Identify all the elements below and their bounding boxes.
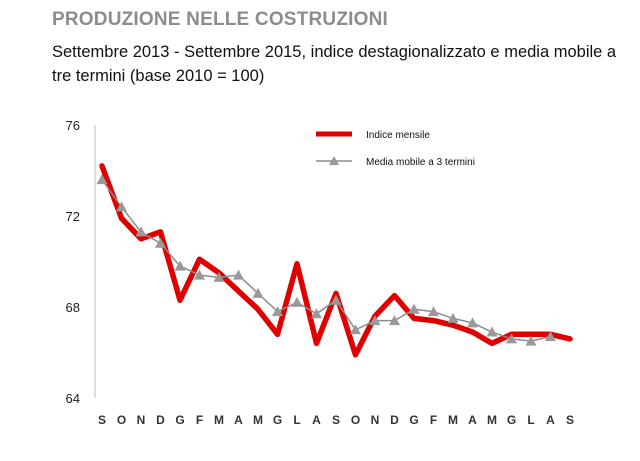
x-tick-label: A: [312, 413, 321, 427]
x-tick-label: L: [527, 413, 534, 427]
x-tick-label: S: [98, 413, 106, 427]
media-mobile-point: [116, 201, 127, 212]
series-line-indice-mensile: [99, 163, 573, 358]
media-mobile-point: [506, 333, 517, 344]
media-mobile-point: [291, 296, 303, 307]
y-tick-label: 72: [66, 209, 80, 224]
x-tick-label: G: [409, 413, 418, 427]
media-mobile-point: [330, 294, 342, 305]
media-mobile-point: [545, 331, 556, 342]
media-mobile-point: [213, 271, 225, 282]
media-mobile-point: [350, 324, 361, 335]
legend: Indice mensile Media mobile a 3 termini: [316, 130, 475, 168]
x-tick-label: O: [351, 413, 360, 427]
y-tick-labels: 64 68 72 76: [66, 118, 80, 406]
x-tick-label: M: [214, 413, 224, 427]
x-tick-label: F: [430, 413, 437, 427]
y-tick-label: 64: [66, 391, 80, 406]
x-tick-label: S: [566, 413, 574, 427]
media-mobile-point: [233, 269, 244, 280]
series-layer: [96, 163, 573, 358]
chart-title: PRODUZIONE NELLE COSTRUZIONI: [52, 9, 388, 30]
y-tick-label: 76: [66, 118, 80, 133]
x-tick-label: N: [371, 413, 380, 427]
media-mobile-point: [155, 237, 166, 248]
media-mobile-point: [389, 315, 400, 326]
media-mobile-point: [369, 315, 381, 326]
media-mobile-point: [525, 335, 537, 346]
media-mobile-point: [96, 174, 108, 185]
x-tick-label: G: [507, 413, 516, 427]
media-mobile-point: [252, 287, 264, 298]
media-mobile-point: [135, 226, 147, 237]
x-tick-label: L: [293, 413, 300, 427]
y-tick-label: 68: [66, 300, 80, 315]
x-tick-label: G: [273, 413, 282, 427]
x-tick-label: M: [487, 413, 497, 427]
x-tick-label: A: [546, 413, 555, 427]
media-mobile-point: [272, 306, 283, 317]
media-mobile-point: [194, 269, 205, 280]
x-tick-label: O: [117, 413, 126, 427]
x-tick-label: S: [332, 413, 340, 427]
x-tick-label: M: [253, 413, 263, 427]
x-tick-label: D: [156, 413, 165, 427]
x-tick-label: A: [234, 413, 243, 427]
x-tick-label: F: [196, 413, 203, 427]
x-tick-label: A: [468, 413, 477, 427]
x-tick-label: M: [448, 413, 458, 427]
media-mobile-point: [174, 260, 186, 271]
x-tick-label: D: [390, 413, 399, 427]
media-mobile-point: [447, 312, 459, 323]
legend-marker-media-mobile: [329, 156, 339, 165]
media-mobile-point: [408, 303, 420, 314]
x-tick-label: N: [137, 413, 146, 427]
legend-label-indice-mensile: Indice mensile: [366, 130, 430, 141]
legend-label-media-mobile: Media mobile a 3 termini: [366, 157, 475, 168]
x-tick-label: G: [175, 413, 184, 427]
media-mobile-point: [467, 317, 478, 328]
media-mobile-point: [486, 326, 498, 337]
media-mobile-point: [428, 306, 439, 317]
chart-subtitle: Settembre 2013 - Settembre 2015, indice …: [52, 43, 617, 85]
media-mobile-point: [311, 308, 322, 319]
